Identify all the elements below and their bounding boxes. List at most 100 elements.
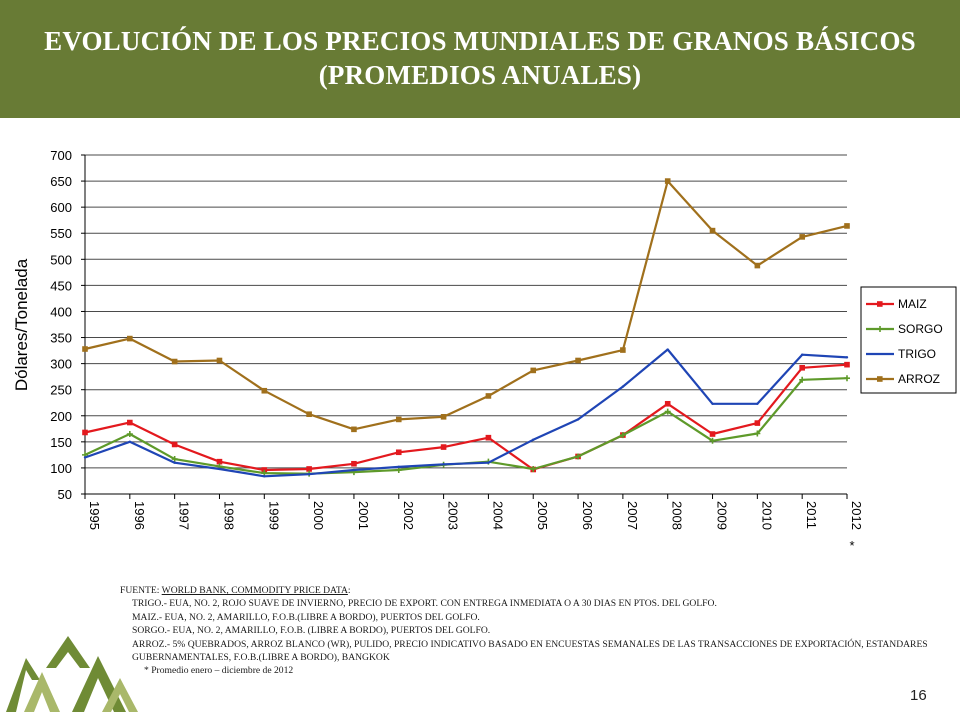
note-arroz: ARROZ.- 5% QUEBRADOS, ARROZ BLANCO (WR),… <box>132 638 928 664</box>
data-point <box>666 348 669 351</box>
data-point <box>844 375 850 382</box>
x-tick-label: 1996 <box>132 501 147 530</box>
y-tick-label: 500 <box>50 252 72 267</box>
green-mountain-logo <box>6 636 138 712</box>
data-point <box>709 431 716 437</box>
x-tick-label: 2002 <box>401 501 416 530</box>
data-point <box>216 357 223 364</box>
data-point <box>127 335 133 342</box>
data-point <box>351 426 357 433</box>
y-tick-label: 200 <box>50 409 72 424</box>
data-point <box>440 414 447 420</box>
data-point <box>754 262 761 269</box>
logo-peak-center <box>46 636 90 668</box>
y-tick-label: 700 <box>50 148 72 163</box>
x-tick-label: 2005 <box>535 501 550 530</box>
y-tick-label: 400 <box>50 304 72 319</box>
legend-marker <box>877 326 883 332</box>
data-point <box>263 475 266 478</box>
y-tick-label: 350 <box>50 331 72 346</box>
data-point <box>844 223 850 229</box>
legend-marker <box>877 301 883 307</box>
series-line <box>84 348 848 478</box>
y-tick-label: 100 <box>50 461 72 476</box>
data-point <box>709 437 716 444</box>
x-tick-label: 1997 <box>177 501 192 530</box>
note-maiz: MAIZ.- EUA, NO. 2, AMARILLO, F.O.B.(LIBR… <box>132 611 480 623</box>
price-line-chart: 50 100 150 200 250 300 350 400 450 500 550 600 650 70… <box>12 148 957 550</box>
data-point <box>82 346 88 352</box>
x-tick-label: 2007 <box>625 501 640 530</box>
data-point <box>397 465 400 469</box>
legend-label: ARROZ <box>898 372 940 386</box>
x-tick-label: 2001 <box>356 501 371 530</box>
data-point <box>351 460 357 467</box>
data-point <box>575 357 581 364</box>
x-tick-label: 2010 <box>759 501 774 530</box>
data-point <box>711 402 714 405</box>
data-point <box>530 465 537 472</box>
series-sorgo <box>82 375 850 477</box>
data-point <box>576 418 580 421</box>
data-point <box>306 466 312 472</box>
logo-peak-left-light <box>24 672 60 712</box>
y-tick-label: 300 <box>50 357 72 372</box>
legend-marker <box>877 376 883 382</box>
source-notes: FUENTE: WORLD BANK, COMMODITY PRICE DATA… <box>120 584 950 678</box>
legend-label: TRIGO <box>898 347 936 361</box>
data-point <box>216 458 223 465</box>
series-line <box>84 377 848 475</box>
y-axis-label: Dólares/Tonelada <box>12 258 31 391</box>
y-tick-label: 50 <box>58 487 72 502</box>
source-line: FUENTE: WORLD BANK, COMMODITY PRICE DATA… <box>120 584 950 597</box>
data-point <box>352 468 356 472</box>
x-tick-label: 2004 <box>490 501 505 530</box>
data-point <box>485 434 492 441</box>
data-point <box>218 467 221 471</box>
data-point <box>261 387 268 394</box>
page-title-line-1: EVOLUCIÓN DE LOS PRECIOS MUNDIALES DE GR… <box>44 26 916 56</box>
source-link[interactable]: WORLD BANK, COMMODITY PRICE DATA <box>161 585 348 596</box>
legend-label: SORGO <box>898 322 943 336</box>
data-point <box>306 411 312 418</box>
data-point <box>754 430 761 437</box>
x-tick-label: 1999 <box>266 501 281 530</box>
data-point <box>799 234 805 240</box>
y-tick-label: 450 <box>50 278 72 293</box>
series-line <box>84 363 848 472</box>
note-sorgo: SORGO.- EUA, NO. 2, AMARILLO, F.O.B. (LI… <box>132 625 491 637</box>
data-point <box>619 432 626 439</box>
x-tick-label: 2000 <box>311 501 326 530</box>
data-point <box>395 449 402 456</box>
y-tick-label: 250 <box>50 383 72 398</box>
data-point <box>487 461 490 464</box>
logo-peak-left <box>6 658 40 712</box>
source-suffix: : <box>347 585 351 596</box>
data-series <box>82 178 850 478</box>
y-tick-label: 600 <box>50 200 72 215</box>
source-prefix: FUENTE: <box>120 585 162 596</box>
x-tick-label: 2008 <box>670 501 685 530</box>
y-tick-label: 150 <box>50 435 72 450</box>
data-point <box>575 453 582 460</box>
data-point <box>664 400 671 407</box>
data-point <box>82 429 88 436</box>
axes <box>81 154 848 499</box>
series-maiz <box>82 361 850 473</box>
data-point <box>126 431 133 438</box>
data-point <box>800 353 804 356</box>
data-point <box>756 402 759 405</box>
data-point <box>173 461 176 464</box>
data-point <box>844 361 850 368</box>
data-point <box>171 456 178 463</box>
data-point <box>530 367 537 374</box>
page-title: EVOLUCIÓN DE LOS PRECIOS MUNDIALES DE GR… <box>0 24 960 92</box>
data-point <box>754 420 761 426</box>
x-tick-label: 2009 <box>715 501 730 530</box>
x-tick-asterisk: * <box>849 538 854 550</box>
legend-label: MAIZ <box>898 297 927 311</box>
chart-legend: MAIZ SORGO TRIGO ARROZ <box>860 286 957 394</box>
data-point <box>620 347 626 353</box>
series-trigo <box>83 348 849 478</box>
x-tick-label: 2011 <box>804 501 819 529</box>
